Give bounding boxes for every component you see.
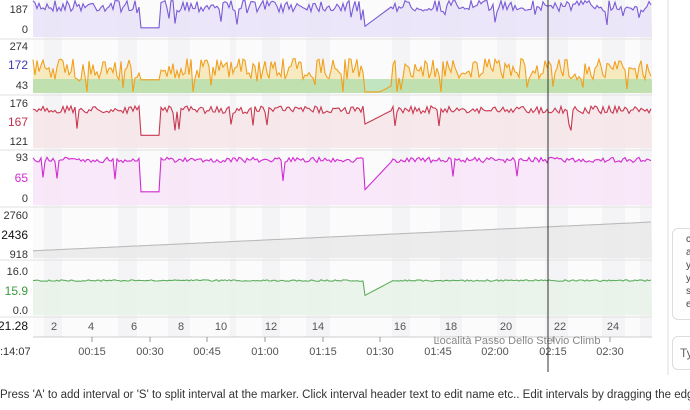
time-tick-label: 00:45 (193, 346, 221, 358)
interval-number: 22 (554, 321, 566, 333)
interval-number: 4 (88, 321, 94, 333)
axis-label: 918 (10, 249, 28, 261)
series-area (33, 105, 652, 148)
axis-label: 15.9 (5, 284, 29, 298)
axis-label: 172 (8, 58, 28, 72)
side-text: s (686, 286, 690, 297)
interval-number: 2 (51, 321, 57, 333)
distance-label: 21.28 (0, 319, 28, 333)
axis-label: 187 (10, 4, 28, 16)
axis-label: 0 (22, 193, 28, 205)
axis-label: 167 (8, 115, 28, 129)
time-tick-label: 02:30 (596, 346, 624, 358)
time-tick-label: 01:00 (251, 346, 279, 358)
axis-label: 274 (10, 41, 28, 53)
interval-number: 14 (312, 321, 324, 333)
interval-number: 8 (178, 321, 184, 333)
axis-label: 43 (16, 80, 28, 92)
series-area (33, 279, 652, 315)
interval-number: 10 (215, 321, 227, 333)
series-area (33, 222, 652, 258)
help-text: Press 'A' to add interval or 'S' to spli… (0, 389, 690, 401)
time-tick-label: 01:30 (366, 346, 394, 358)
axis-label: 121 (10, 136, 28, 148)
interval-number: 16 (394, 321, 406, 333)
side-text: c (686, 234, 690, 245)
interval-number: 12 (265, 321, 277, 333)
side-text: a (686, 247, 690, 258)
activity-charts: 187 0 274 172 43 176 167 121 93 65 0 2760 2436 918 16.… (0, 0, 669, 375)
time-tick-label: 02:00 (481, 346, 509, 358)
axis-label: 2436 (1, 228, 28, 242)
time-tick-label: 02:15 (539, 346, 567, 358)
axis-label: 176 (10, 98, 28, 110)
side-text: y (686, 260, 690, 271)
side-text: e (686, 299, 690, 310)
axis-label: 2760 (4, 210, 28, 222)
interval-number: 6 (131, 321, 137, 333)
axis-label: 16.0 (7, 266, 28, 278)
time-tick-label: 00:30 (136, 346, 164, 358)
time-tick-label: 01:15 (309, 346, 337, 358)
axis-label: 93 (16, 152, 28, 164)
series-area (33, 0, 652, 37)
time-tick-label: 01:45 (424, 346, 452, 358)
axis-label: 65 (15, 171, 29, 185)
segment-label: Località Passo Dello Stelvio Climb (434, 335, 601, 347)
side-text: y (686, 273, 690, 284)
series-area (33, 157, 652, 205)
axis-label: 0.0 (13, 305, 28, 317)
time-tick-label: 00:15 (78, 346, 106, 358)
chat-input[interactable]: Ty (672, 336, 690, 370)
interval-number: 24 (607, 321, 619, 333)
axis-label: 0 (22, 24, 28, 36)
time-start: :14:07 (0, 346, 31, 358)
interval-number: 20 (500, 321, 512, 333)
interval-number: 18 (445, 321, 457, 333)
